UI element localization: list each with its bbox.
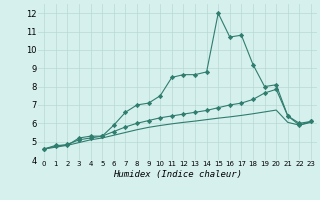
X-axis label: Humidex (Indice chaleur): Humidex (Indice chaleur) xyxy=(113,170,242,179)
